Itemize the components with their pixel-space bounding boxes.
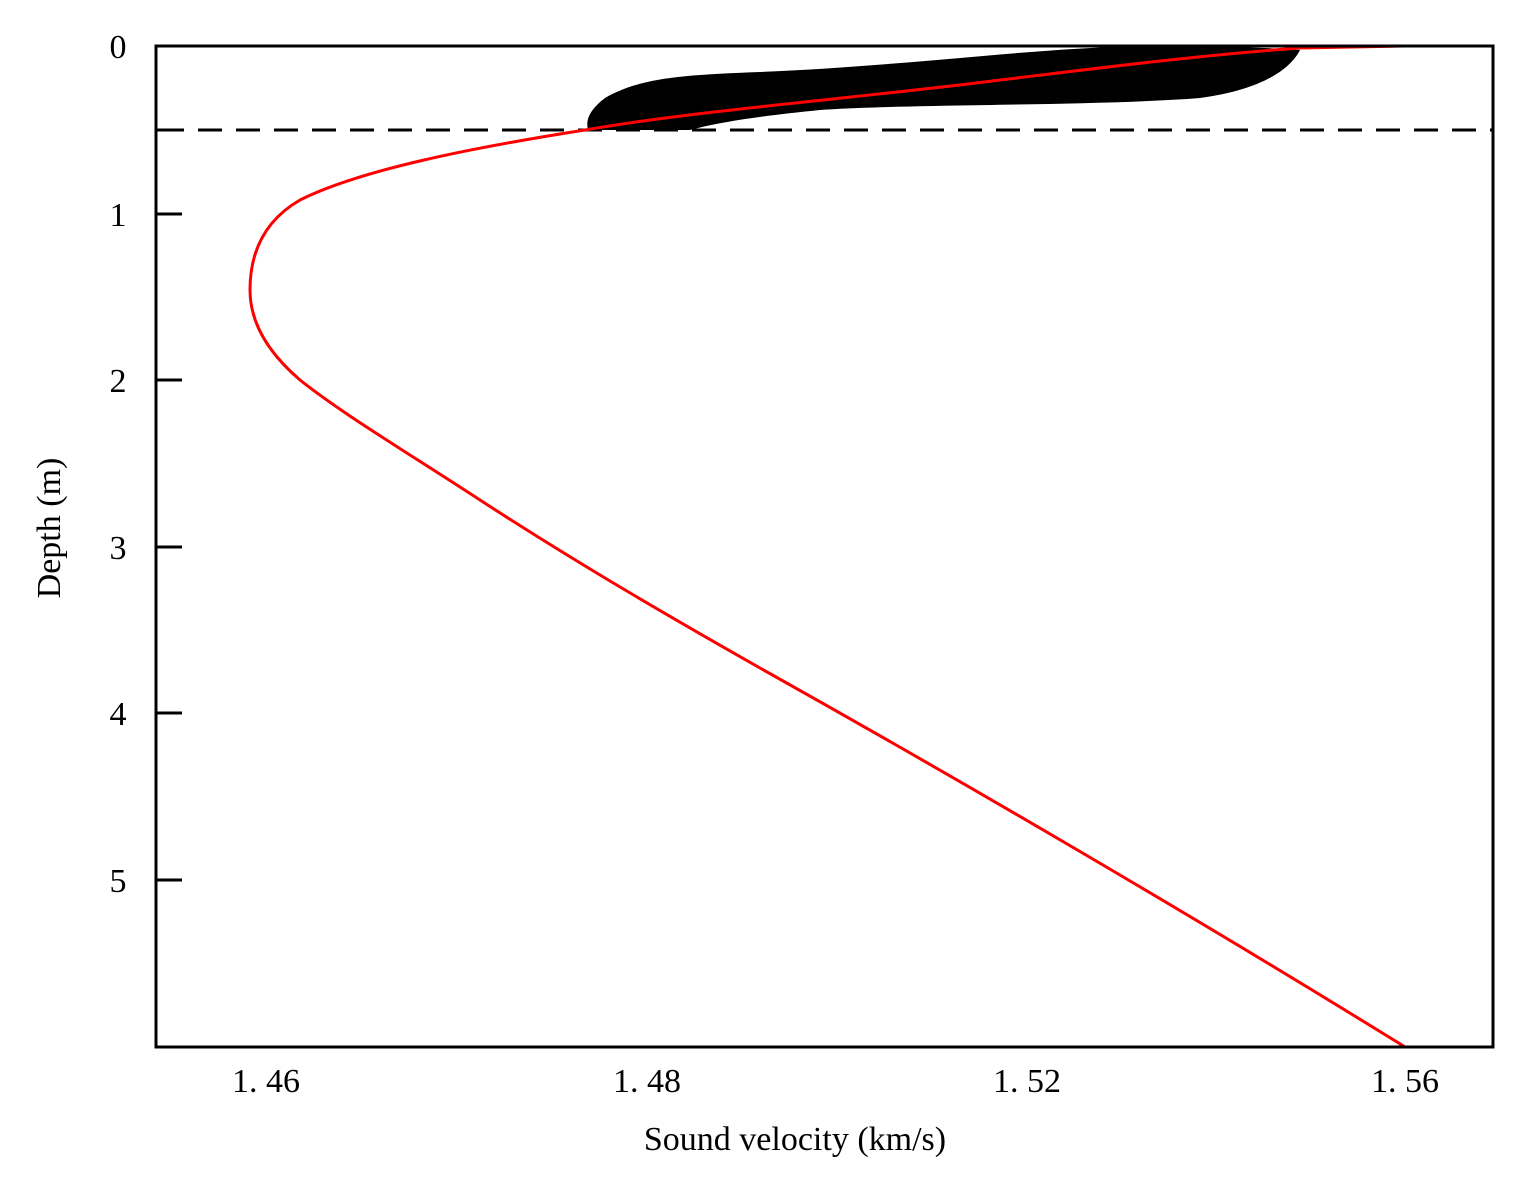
x-tick-label: 1. 46 xyxy=(232,1063,300,1100)
x-axis-tick-labels: 1. 46 1. 48 1. 52 1. 56 xyxy=(232,1063,1439,1100)
y-tick-label: 1 xyxy=(110,197,127,234)
x-tick-label: 1. 48 xyxy=(613,1063,681,1100)
y-tick-label: 0 xyxy=(110,29,127,66)
y-axis-tick-labels: 0 1 2 3 4 5 xyxy=(110,29,127,900)
x-tick-label: 1. 56 xyxy=(1371,1063,1439,1100)
y-tick-label: 4 xyxy=(110,696,127,733)
y-tick-label: 3 xyxy=(110,530,127,567)
y-axis-title: Depth (m) xyxy=(31,458,68,599)
y-tick-label: 2 xyxy=(110,363,127,400)
plot-frame xyxy=(154,44,1495,1049)
y-tick-label: 5 xyxy=(110,863,127,900)
x-axis-title: Sound velocity (km/s) xyxy=(644,1121,946,1158)
profile-ensemble-band xyxy=(587,46,1300,131)
x-tick-label: 1. 52 xyxy=(993,1063,1061,1100)
y-axis-ticks xyxy=(156,128,182,882)
velocity-profile-curve xyxy=(248,44,1406,1049)
